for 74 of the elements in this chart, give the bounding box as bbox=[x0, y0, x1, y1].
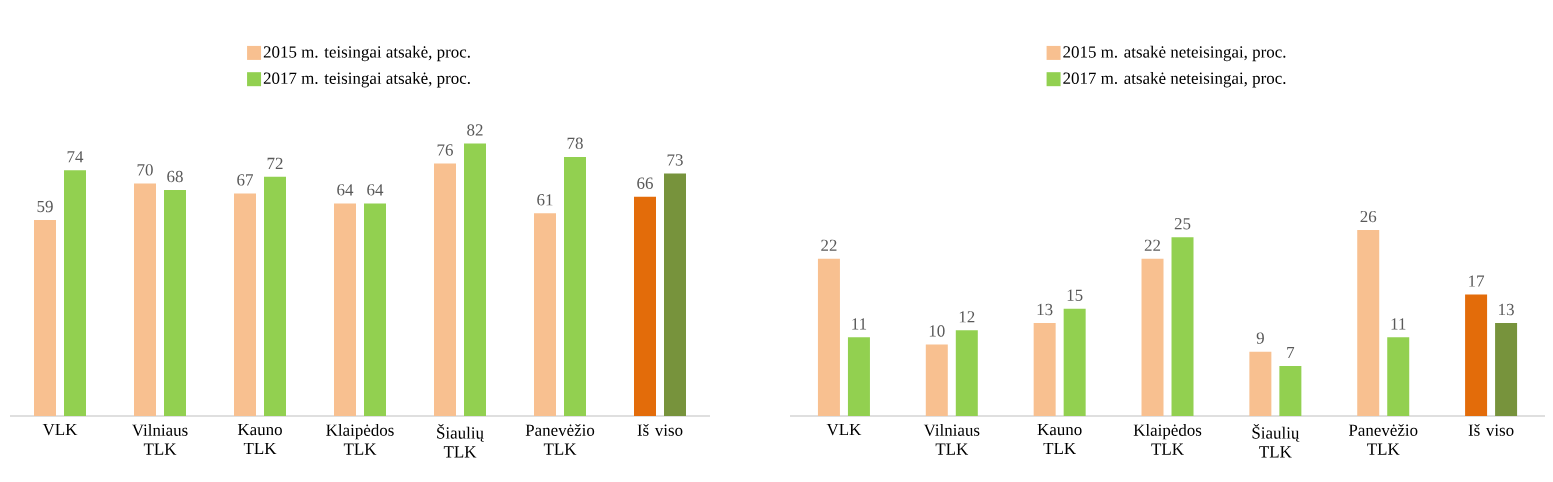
x-tick-label: Panevėžio TLK bbox=[525, 423, 595, 455]
data-label: 64 bbox=[367, 184, 384, 196]
x-tick-label: VLK bbox=[42, 423, 78, 436]
bar bbox=[334, 203, 356, 416]
x-tick-label: Vilniaus TLK bbox=[132, 423, 188, 455]
x-tick-label: Šiaulių TLK bbox=[437, 423, 484, 458]
x-tick-label: Kauno TLK bbox=[1037, 423, 1082, 454]
data-label: 9 bbox=[1256, 332, 1264, 344]
bar bbox=[64, 170, 86, 416]
bar bbox=[164, 190, 186, 416]
data-label: 12 bbox=[959, 311, 975, 323]
bar bbox=[664, 173, 686, 416]
data-label: 82 bbox=[467, 124, 483, 136]
x-tick-label: Panevėžio TLK bbox=[1348, 423, 1418, 455]
x-tick-label: VLK bbox=[826, 423, 862, 436]
data-label: 76 bbox=[437, 144, 453, 156]
x-tick-label: Šiaulių TLK bbox=[1252, 423, 1300, 458]
bar bbox=[1171, 237, 1194, 416]
bar bbox=[1465, 294, 1488, 416]
bar bbox=[1249, 351, 1272, 416]
bar bbox=[1357, 230, 1380, 416]
bar bbox=[1387, 337, 1410, 416]
data-label: 66 bbox=[637, 177, 653, 189]
data-label: 74 bbox=[67, 151, 84, 163]
bar bbox=[955, 330, 978, 416]
bar bbox=[134, 183, 156, 416]
data-label: 22 bbox=[1144, 239, 1161, 251]
data-label: 11 bbox=[1391, 318, 1406, 330]
bar bbox=[1033, 323, 1056, 416]
bar bbox=[817, 258, 840, 416]
x-tick-label: Iš viso bbox=[1468, 423, 1514, 436]
data-label: 72 bbox=[267, 157, 283, 169]
legend-label: 2015 m. teisingai atsakė, proc. bbox=[263, 45, 470, 62]
data-label: 64 bbox=[337, 184, 354, 196]
legend-label: 2017 m. teisingai atsakė, proc. bbox=[263, 72, 470, 88]
x-tick-label: Vilniaus TLK bbox=[923, 423, 980, 455]
x-tick-label: Kauno TLK bbox=[237, 423, 282, 454]
bar bbox=[1279, 365, 1302, 416]
data-label: 22 bbox=[821, 239, 837, 251]
bar bbox=[925, 344, 948, 416]
bar bbox=[634, 196, 656, 416]
data-label: 73 bbox=[667, 154, 683, 166]
bar bbox=[434, 163, 456, 416]
data-label: 25 bbox=[1174, 218, 1191, 230]
bar bbox=[464, 143, 486, 416]
data-label: 59 bbox=[37, 200, 53, 213]
data-label: 15 bbox=[1067, 289, 1083, 301]
data-label: 13 bbox=[1499, 303, 1514, 316]
data-label: 70 bbox=[137, 164, 153, 176]
bar bbox=[534, 213, 556, 416]
data-label: 61 bbox=[537, 194, 553, 206]
data-label: 11 bbox=[852, 318, 867, 330]
x-tick-label: Klaipėdos TLK bbox=[326, 423, 394, 455]
x-tick-label: Iš viso bbox=[637, 423, 683, 436]
bar bbox=[34, 220, 56, 416]
data-label: 78 bbox=[567, 137, 583, 150]
bar bbox=[847, 337, 870, 416]
data-label: 17 bbox=[1469, 275, 1485, 287]
bar bbox=[364, 203, 386, 416]
bar bbox=[264, 176, 286, 416]
data-label: 10 bbox=[929, 325, 945, 337]
bar bbox=[1063, 308, 1086, 416]
bar bbox=[234, 193, 256, 416]
bar bbox=[1141, 258, 1164, 416]
data-label: 67 bbox=[237, 174, 253, 186]
data-label: 13 bbox=[1037, 303, 1053, 316]
legend-label: 2017 m. atsakė neteisingai, proc. bbox=[1063, 72, 1286, 88]
bar bbox=[564, 156, 586, 416]
data-label: 26 bbox=[1360, 210, 1377, 223]
legend-label: 2015 m. atsakė neteisingai, proc. bbox=[1063, 45, 1286, 62]
data-label: 68 bbox=[167, 170, 183, 183]
bar bbox=[1495, 323, 1518, 416]
x-tick-label: Klaipėdos TLK bbox=[1133, 423, 1202, 455]
data-label: 7 bbox=[1287, 347, 1295, 359]
